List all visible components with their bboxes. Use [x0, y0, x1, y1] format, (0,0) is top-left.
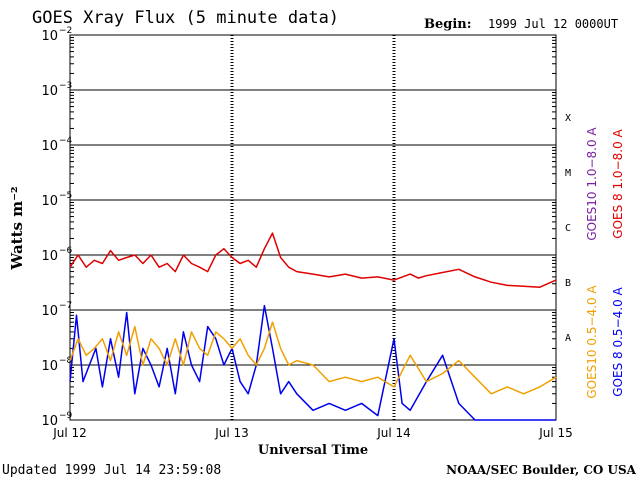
y-axis-ticks: 10−210−310−410−510−610−710−810−9: [41, 26, 556, 429]
flare-class-M: M: [565, 168, 571, 179]
begin-label: Begin:: [424, 17, 472, 32]
legend-entry: GOES10 1.0−8.0 A: [585, 127, 599, 241]
series-line: [69, 304, 556, 421]
flare-class-B: B: [565, 278, 571, 289]
series-line: [69, 232, 557, 288]
y-tick-label: 10: [41, 359, 58, 374]
y-axis-label: Watts m⁻²: [8, 186, 26, 270]
chart-title: GOES Xray Flux (5 minute data): [32, 8, 339, 28]
begin-value: 1999 Jul 12 0000UT: [488, 17, 618, 31]
legend: GOES10 1.0−8.0 A GOES 8 1.0−8.0 A GOES10 0…: [585, 127, 625, 399]
x-tick-label: Jul 13: [214, 426, 249, 440]
y-tick-exponent: −2: [59, 26, 72, 36]
legend-entry: GOES 8 0.5−4.0 A: [611, 286, 625, 396]
y-tick-label: 10: [41, 304, 58, 319]
flare-class-labels: X M C B A: [565, 113, 571, 344]
x-axis-label: Universal Time: [258, 443, 368, 458]
data-series: [69, 232, 557, 421]
y-tick-exponent: −6: [59, 246, 73, 256]
updated-stamp: Updated 1999 Jul 14 23:59:08: [2, 463, 221, 478]
y-tick-exponent: −4: [59, 136, 73, 146]
y-tick-label: 10: [41, 194, 58, 209]
y-tick-exponent: −5: [59, 191, 72, 201]
y-tick-label: 10: [41, 414, 58, 429]
x-tick-label: Jul 14: [376, 426, 411, 440]
y-tick-exponent: −8: [59, 356, 73, 366]
x-tick-label: Jul 15: [538, 426, 573, 440]
y-tick-label: 10: [41, 29, 58, 44]
legend-entry: GOES10 0.5−4.0 A: [585, 285, 599, 399]
y-tick-exponent: −7: [59, 301, 72, 311]
flare-class-A: A: [565, 333, 571, 344]
y-tick-exponent: −3: [59, 81, 72, 91]
y-tick-label: 10: [41, 139, 58, 154]
x-tick-label: Jul 12: [52, 426, 87, 440]
source-credit: NOAA/SEC Boulder, CO USA: [446, 463, 637, 477]
y-tick-label: 10: [41, 84, 58, 99]
flare-class-C: C: [565, 223, 571, 234]
series-line: [69, 321, 557, 395]
plot-frame: [69, 34, 557, 421]
x-axis-ticks: Jul 12 Jul 13 Jul 14 Jul 15: [52, 426, 573, 440]
y-tick-label: 10: [41, 249, 58, 264]
legend-entry: GOES 8 1.0−8.0 A: [611, 128, 625, 238]
y-tick-exponent: −9: [59, 411, 73, 421]
flare-class-X: X: [565, 113, 571, 124]
